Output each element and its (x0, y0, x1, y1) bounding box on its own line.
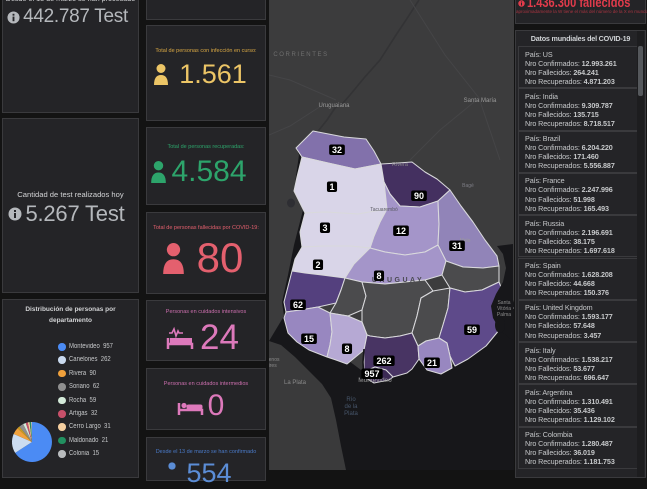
svg-text:URUGUAY: URUGUAY (372, 277, 424, 284)
svg-text:Río: Río (346, 397, 356, 403)
svg-text:Plata: Plata (344, 411, 358, 417)
svg-text:59: 59 (467, 325, 477, 335)
svg-text:Palma: Palma (497, 312, 511, 318)
svg-text:8: 8 (344, 344, 349, 354)
svg-text:Vitória: Vitória (497, 306, 511, 312)
svg-text:21: 21 (427, 358, 437, 368)
svg-text:Melo: Melo (460, 238, 471, 244)
svg-text:8: 8 (376, 271, 381, 281)
svg-text:CORRIENTES: CORRIENTES (273, 52, 328, 58)
svg-text:Aires: Aires (269, 363, 277, 369)
svg-text:957: 957 (364, 369, 379, 379)
svg-text:Bagé: Bagé (462, 183, 474, 189)
svg-text:1: 1 (329, 182, 334, 192)
svg-text:15: 15 (304, 334, 314, 344)
svg-text:Tacuarembó: Tacuarembó (370, 207, 398, 213)
svg-text:Santa María: Santa María (464, 98, 497, 104)
svg-text:Uruguaiana: Uruguaiana (318, 103, 350, 109)
svg-text:de la: de la (344, 404, 358, 410)
svg-text:Rivera: Rivera (392, 162, 409, 168)
svg-text:La Plata: La Plata (284, 380, 307, 386)
svg-text:31: 31 (452, 241, 462, 251)
svg-text:262: 262 (376, 356, 391, 366)
svg-text:90: 90 (414, 191, 424, 201)
svg-text:Montevideo: Montevideo (358, 377, 392, 384)
svg-text:12: 12 (396, 226, 406, 236)
svg-text:2: 2 (315, 260, 320, 270)
svg-text:Santa: Santa (497, 300, 510, 306)
svg-text:32: 32 (332, 145, 342, 155)
svg-text:3: 3 (322, 223, 327, 233)
svg-text:Buenos: Buenos (269, 357, 280, 363)
svg-text:62: 62 (293, 300, 303, 310)
